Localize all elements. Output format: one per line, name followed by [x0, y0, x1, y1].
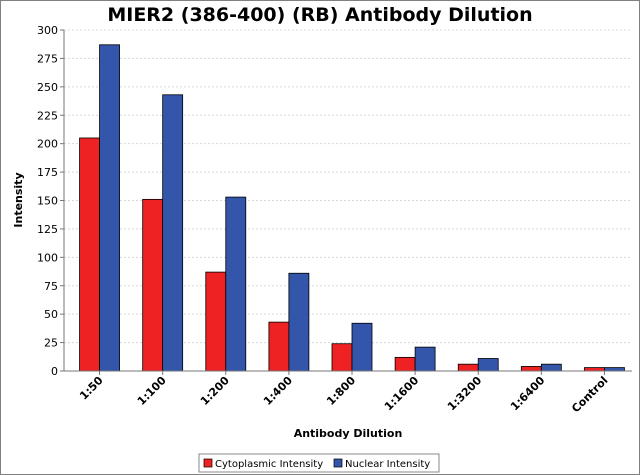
y-axis-label: Intensity — [12, 172, 25, 227]
bars — [79, 44, 625, 372]
y-tick-label: 75 — [44, 280, 58, 293]
legend: Cytoplasmic Intensity Nuclear Intensity — [198, 453, 440, 473]
bar-cytoplasmic — [142, 198, 164, 372]
y-tick-label: 150 — [37, 195, 58, 208]
bar-nuclear — [351, 322, 373, 372]
y-tick-label: 225 — [37, 109, 58, 122]
x-tick-label: 1:400 — [261, 374, 295, 408]
bar-cytoplasmic — [331, 343, 353, 372]
x-tick-label: 1:200 — [198, 374, 232, 408]
bar-cytoplasmic — [79, 137, 100, 372]
legend-label-nuclear: Nuclear Intensity — [345, 459, 430, 470]
bar-cytoplasmic — [520, 366, 542, 372]
y-tick-label: 50 — [44, 308, 58, 321]
x-tick-label: 1:800 — [324, 374, 358, 408]
legend-swatch-cytoplasmic — [203, 458, 213, 468]
bar-cytoplasmic — [584, 367, 605, 372]
x-axis-label: Antibody Dilution — [294, 427, 403, 440]
y-tick-label: 175 — [37, 166, 58, 179]
bar-nuclear — [540, 363, 562, 372]
bar-nuclear — [162, 94, 184, 372]
grid-lines — [64, 29, 632, 344]
legend-box — [198, 453, 440, 473]
bar-cytoplasmic — [394, 356, 416, 372]
x-tick-label: 1:1600 — [382, 374, 422, 414]
x-tick-label: 1:50 — [77, 374, 106, 403]
y-axis-ticks: 0 25 50 75 100 125 150 175 200 225 250 275 300 — [37, 24, 64, 378]
bar-nuclear — [99, 44, 120, 372]
bar-cytoplasmic — [457, 363, 479, 372]
y-tick-label: 275 — [37, 52, 58, 65]
y-tick-label: 125 — [37, 223, 58, 236]
y-tick-label: 300 — [37, 24, 58, 37]
bar-nuclear — [414, 346, 436, 372]
x-axis-ticks: 1:50 1:100 1:200 1:400 1:800 1:1600 1:3200 1:64… — [77, 371, 611, 415]
x-tick-label: Control — [569, 374, 610, 415]
bar-cytoplasmic — [205, 271, 227, 372]
x-tick-label: 1:3200 — [445, 374, 485, 414]
legend-label-cytoplasmic: Cytoplasmic Intensity — [215, 459, 323, 470]
bar-nuclear — [604, 367, 625, 372]
bar-nuclear — [288, 272, 310, 372]
bar-nuclear — [225, 196, 247, 372]
x-tick-label: 1:6400 — [508, 374, 548, 414]
y-tick-label: 250 — [37, 81, 58, 94]
legend-swatch-nuclear — [333, 458, 343, 468]
y-tick-label: 200 — [37, 138, 58, 151]
y-tick-label: 25 — [44, 337, 58, 350]
bar-nuclear — [477, 358, 499, 372]
chart-title: MIER2 (386-400) (RB) Antibody Dilution — [107, 4, 532, 26]
y-tick-label: 100 — [37, 251, 58, 264]
x-tick-label: 1:100 — [135, 374, 169, 408]
y-tick-label: 0 — [51, 365, 58, 378]
bar-cytoplasmic — [268, 321, 290, 372]
